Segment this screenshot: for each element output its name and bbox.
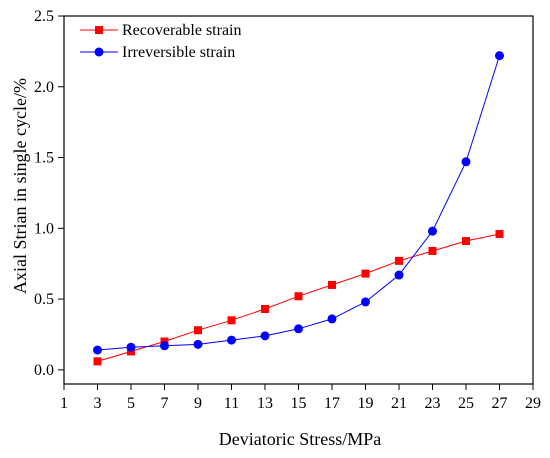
data-point bbox=[327, 314, 337, 324]
data-point bbox=[462, 237, 470, 246]
legend-marker bbox=[94, 47, 104, 57]
data-point bbox=[160, 341, 169, 351]
y-tick-label: 0.0 bbox=[34, 362, 54, 379]
series-irreversible-strain bbox=[93, 51, 504, 355]
x-tick-label: 19 bbox=[358, 395, 374, 412]
x-axis-title: Deviatoric Stress/MPa bbox=[219, 429, 381, 449]
data-point bbox=[328, 280, 336, 289]
data-point bbox=[126, 342, 136, 352]
data-point bbox=[93, 345, 102, 355]
data-point bbox=[294, 324, 303, 334]
x-tick-label: 23 bbox=[425, 395, 441, 412]
legend-label: Recoverable strain bbox=[122, 22, 242, 39]
x-axis-ticks: 1 3 5 7 9 11 13 15 17 19 21 23 25 27 29 bbox=[60, 384, 541, 412]
x-tick-label: 3 bbox=[94, 395, 102, 412]
y-axis-title: Axial Strian in single cycle/% bbox=[10, 78, 30, 294]
y-tick-label: 0.5 bbox=[34, 291, 54, 308]
y-tick-label: 2.5 bbox=[34, 8, 54, 25]
x-tick-label: 25 bbox=[458, 395, 474, 412]
data-point bbox=[428, 226, 437, 236]
x-tick-label: 17 bbox=[324, 395, 340, 412]
data-point bbox=[361, 297, 370, 307]
data-point bbox=[461, 157, 471, 167]
x-tick-label: 15 bbox=[291, 395, 307, 412]
y-axis-ticks: 0.0 0.5 1.0 1.5 2.0 2.5 bbox=[34, 8, 64, 379]
x-tick-label: 1 bbox=[60, 395, 68, 412]
x-tick-label: 21 bbox=[391, 395, 407, 412]
data-point bbox=[495, 229, 504, 238]
data-point bbox=[394, 270, 404, 280]
data-point bbox=[361, 269, 370, 278]
legend-label: Irreversible strain bbox=[122, 44, 235, 61]
data-point bbox=[260, 331, 270, 341]
y-tick-label: 2.0 bbox=[34, 79, 54, 96]
data-point bbox=[261, 304, 269, 313]
data-point bbox=[194, 326, 202, 335]
x-tick-label: 5 bbox=[127, 395, 135, 412]
y-tick-label: 1.5 bbox=[34, 150, 54, 167]
x-tick-label: 7 bbox=[161, 395, 169, 412]
x-tick-label: 29 bbox=[525, 395, 541, 412]
data-point bbox=[495, 51, 504, 61]
data-point bbox=[93, 357, 102, 366]
data-point bbox=[193, 339, 203, 349]
legend: Recoverable strain Irreversible strain bbox=[80, 22, 242, 61]
data-point bbox=[227, 335, 236, 345]
series-recoverable-strain bbox=[93, 229, 504, 366]
data-point bbox=[294, 292, 303, 301]
series-layer bbox=[93, 51, 504, 366]
x-tick-label: 9 bbox=[194, 395, 202, 412]
x-tick-label: 11 bbox=[224, 395, 239, 412]
x-tick-label: 27 bbox=[492, 395, 508, 412]
y-tick-label: 1.0 bbox=[34, 220, 54, 237]
data-point bbox=[395, 256, 403, 265]
series-line bbox=[97, 55, 500, 351]
legend-marker bbox=[95, 26, 103, 34]
data-point bbox=[227, 316, 236, 325]
x-tick-label: 13 bbox=[257, 395, 273, 412]
data-point bbox=[428, 246, 437, 255]
